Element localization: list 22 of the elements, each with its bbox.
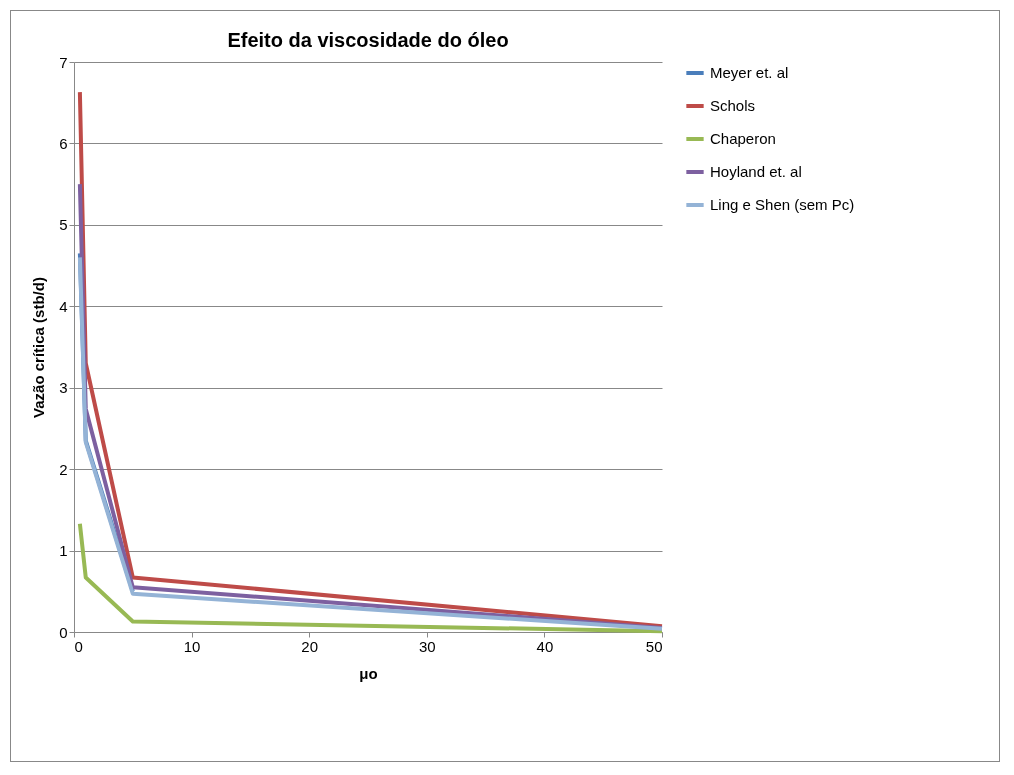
y-tick-label: 2 <box>59 460 68 478</box>
x-tick-label: 20 <box>301 637 319 655</box>
legend-label: Meyer et. al <box>710 64 789 81</box>
x-tick-label: 50 <box>645 637 663 655</box>
x-tick-label: 0 <box>74 637 83 655</box>
chart-title: Efeito da viscosidade do óleo <box>227 29 509 51</box>
y-tick-label: 6 <box>59 134 68 152</box>
legend-label: Chaperon <box>710 130 776 147</box>
legend-label: Schols <box>710 97 756 114</box>
x-tick-label: 40 <box>536 637 554 655</box>
y-tick-label: 0 <box>59 623 68 641</box>
y-axis-title: Vazão crítica (stb/d) <box>30 277 48 418</box>
x-tick-label: 30 <box>418 637 436 655</box>
legend-label: Hoyland et. al <box>710 163 802 180</box>
legend-label: Ling e Shen (sem Pc) <box>710 196 855 213</box>
y-tick-label: 5 <box>59 216 68 234</box>
y-tick-label: 1 <box>59 542 68 560</box>
y-tick-label: 7 <box>59 53 68 71</box>
y-tick-label: 3 <box>59 379 68 397</box>
x-tick-label: 10 <box>183 637 201 655</box>
y-tick-label: 4 <box>59 297 68 315</box>
x-axis-title: μo <box>359 664 378 682</box>
